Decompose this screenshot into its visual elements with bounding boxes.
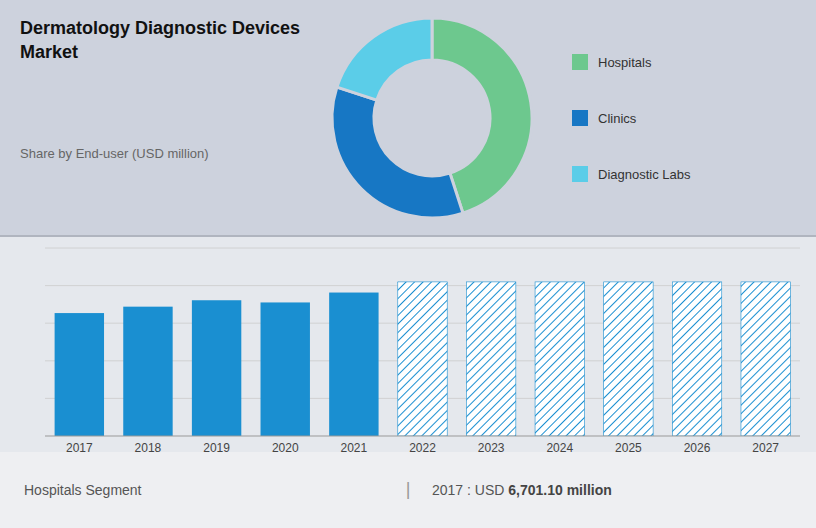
legend-swatch bbox=[572, 166, 588, 182]
bar bbox=[192, 300, 241, 436]
x-tick-label: 2017 bbox=[66, 441, 93, 455]
bar-forecast bbox=[604, 282, 653, 436]
bar bbox=[123, 307, 172, 436]
x-tick-label: 2023 bbox=[478, 441, 505, 455]
donut bbox=[332, 18, 532, 218]
bar-forecast bbox=[398, 282, 447, 436]
bar-forecast bbox=[535, 282, 584, 436]
x-tick-label: 2026 bbox=[684, 441, 711, 455]
x-tick-label: 2027 bbox=[752, 441, 779, 455]
bar-forecast bbox=[741, 282, 790, 436]
chart-root: Dermatology Diagnostic Devices Market Shar… bbox=[0, 0, 816, 528]
bars bbox=[55, 282, 791, 436]
x-axis-line bbox=[45, 436, 800, 437]
background bbox=[0, 0, 816, 528]
donut-slice bbox=[337, 18, 432, 100]
x-tick-label: 2025 bbox=[615, 441, 642, 455]
bar bbox=[55, 313, 104, 436]
title-line: Market bbox=[20, 42, 78, 62]
bar bbox=[261, 302, 310, 436]
legend-entry: Clinics bbox=[598, 111, 637, 126]
legend-swatch bbox=[572, 110, 588, 126]
x-tick-label: 2019 bbox=[203, 441, 230, 455]
title-line: Dermatology Diagnostic Devices bbox=[20, 18, 300, 38]
grid-line bbox=[45, 248, 800, 249]
x-tick-label: 2024 bbox=[546, 441, 573, 455]
top-panel bbox=[0, 0, 816, 235]
footer-value: 6,701.10 million bbox=[508, 482, 612, 498]
footer-left: Hospitals Segment bbox=[24, 482, 142, 498]
x-tick-label: 2020 bbox=[272, 441, 299, 455]
legend-swatch bbox=[572, 54, 588, 70]
footer-prefix: 2017 : USD bbox=[432, 482, 508, 498]
footer-panel bbox=[0, 452, 816, 528]
x-tick-label: 2022 bbox=[409, 441, 436, 455]
divider bbox=[0, 235, 816, 237]
legend-entry: Hospitals bbox=[598, 55, 652, 70]
bar-forecast bbox=[466, 282, 515, 436]
title: Dermatology Diagnostic Devices Market bbox=[20, 18, 300, 62]
x-tick-label: 2018 bbox=[135, 441, 162, 455]
donut-slice bbox=[332, 87, 463, 218]
footer-divider: | bbox=[406, 479, 411, 499]
bar-forecast bbox=[672, 282, 721, 436]
x-tick-label: 2021 bbox=[341, 441, 368, 455]
subtitle: Share by End-user (USD million) bbox=[20, 146, 209, 161]
legend-entry: Diagnostic Labs bbox=[598, 167, 691, 182]
bar bbox=[329, 293, 378, 436]
